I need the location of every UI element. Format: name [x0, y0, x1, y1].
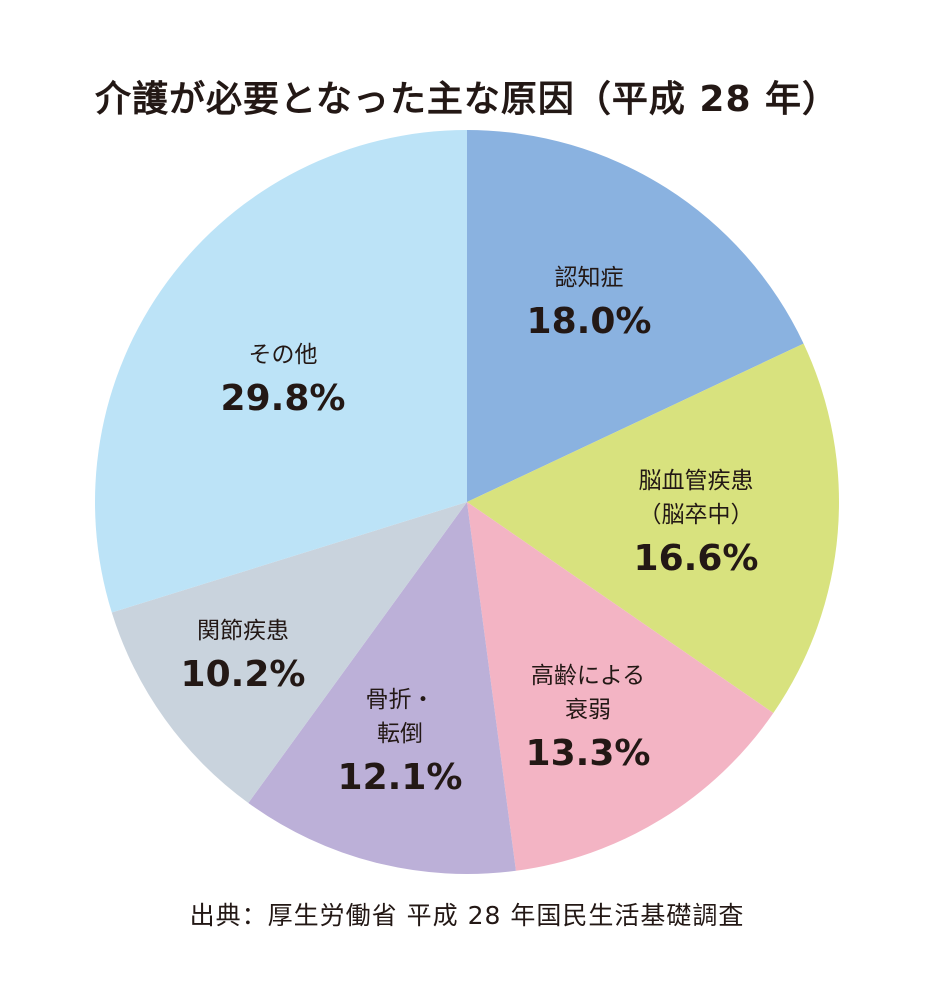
slice-label-1-line-1: （脳卒中）: [639, 502, 754, 528]
slice-label-3-line-0: 骨折・: [366, 687, 435, 713]
pie-slice-4: [111, 502, 467, 803]
slice-label-1-line-0: 脳血管疾患: [639, 468, 754, 494]
chart-title: 介護が必要となった主な原因（平成 28 年）: [94, 79, 840, 120]
slice-value-0: 18.0%: [527, 301, 652, 342]
pie-slice-3: [248, 502, 516, 875]
pie-slice-2: [467, 502, 774, 871]
slice-value-5: 29.8%: [221, 378, 346, 419]
slice-label-2-line-0: 高齢による: [531, 663, 645, 689]
pie-slice-5: [94, 130, 468, 613]
slice-value-2: 13.3%: [526, 733, 651, 774]
slice-label-0-line-0: 認知症: [555, 265, 624, 291]
pie-slice-1: [467, 343, 839, 714]
slice-value-4: 10.2%: [181, 654, 306, 695]
slice-label-3-line-1: 転倒: [377, 721, 423, 747]
slice-label-2-line-1: 衰弱: [565, 697, 611, 723]
slice-label-5-line-0: その他: [249, 342, 318, 368]
pie-slice-0: [467, 130, 804, 502]
source-note: 出典：厚生労働省 平成 28 年国民生活基礎調査: [189, 901, 745, 930]
slice-value-1: 16.6%: [634, 538, 759, 579]
slice-label-4-line-0: 関節疾患: [197, 618, 289, 644]
slice-value-3: 12.1%: [338, 757, 463, 798]
